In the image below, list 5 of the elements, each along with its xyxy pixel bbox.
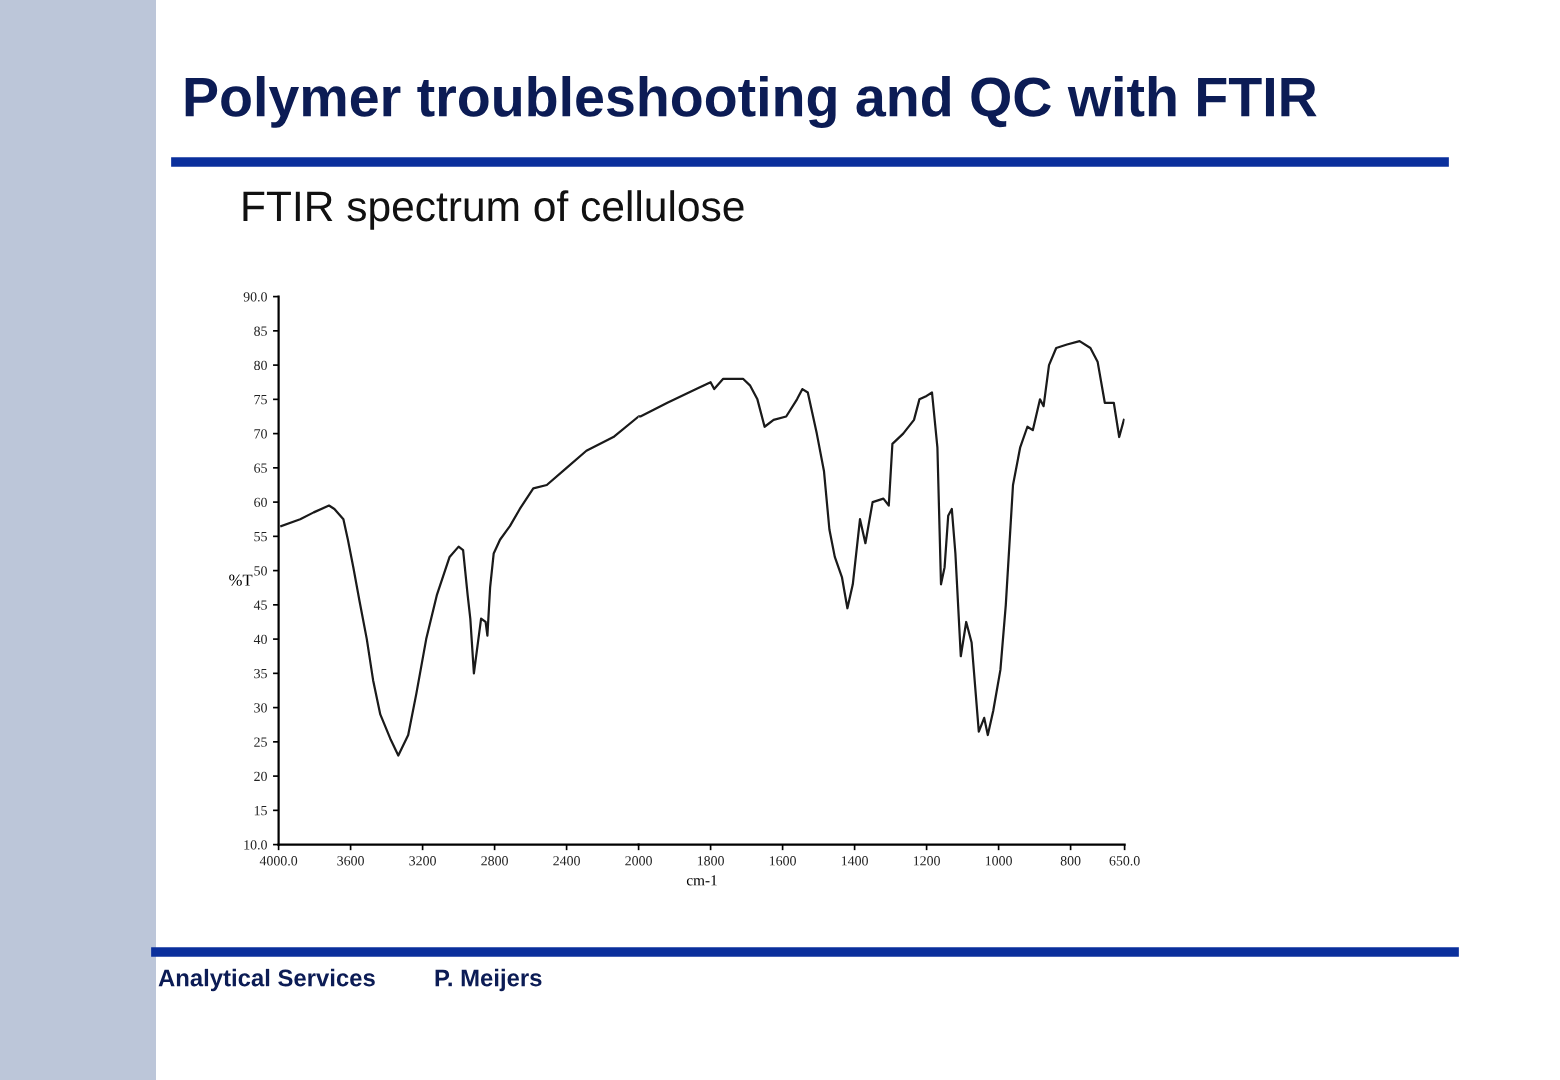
chart-subtitle: FTIR spectrum of cellulose <box>243 190 744 230</box>
y-axis-title: %T <box>229 574 253 586</box>
text: Analytical Services <box>158 968 375 992</box>
text: Polymer troubleshooting and QC with FTIR <box>185 75 1317 129</box>
text: P. Meijers <box>435 968 542 992</box>
